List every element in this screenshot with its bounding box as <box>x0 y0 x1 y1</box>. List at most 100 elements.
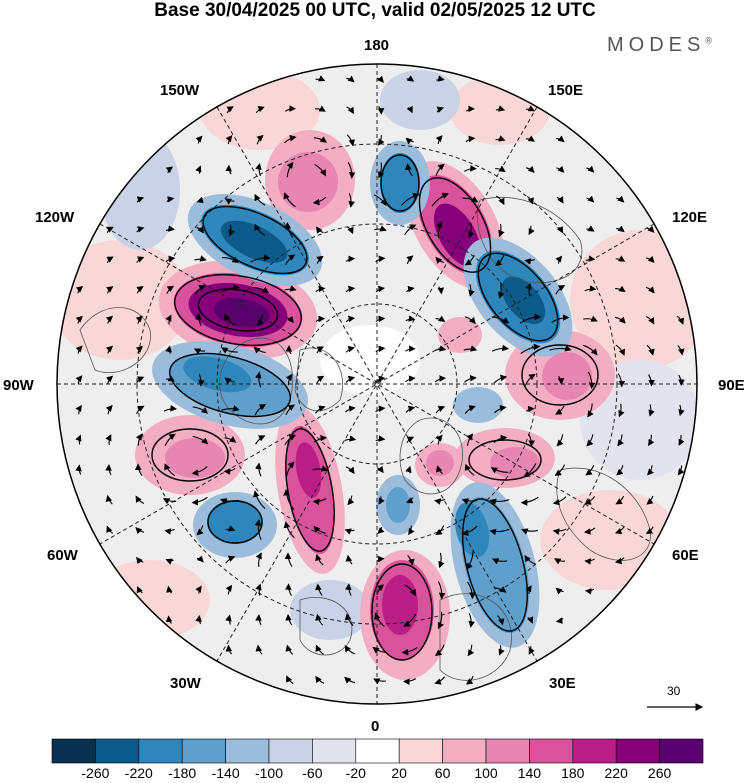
wind-vector <box>313 525 326 534</box>
wind-vector <box>489 528 510 536</box>
wind-vector <box>162 498 177 505</box>
wind-vector <box>256 134 264 145</box>
wind-vector <box>524 258 535 265</box>
wind-vector <box>285 373 293 386</box>
wind-vector <box>348 193 355 208</box>
wind-vector <box>614 316 626 324</box>
wind-vector <box>648 374 655 387</box>
wind-vector <box>489 498 510 505</box>
wind-vector <box>494 404 507 414</box>
wind-vector <box>312 465 329 472</box>
wind-vector <box>105 375 114 384</box>
wind-vector <box>191 496 208 506</box>
wind-vector <box>528 646 535 655</box>
wind-vector <box>405 345 416 352</box>
wind-vector <box>435 135 443 145</box>
wind-vector <box>165 255 176 263</box>
wind-vector <box>345 345 355 353</box>
wind-vector <box>495 135 506 142</box>
wind-vector <box>344 528 355 535</box>
wind-vector <box>647 465 654 476</box>
meridian-label-30e: 30E <box>549 675 576 692</box>
wind-vector <box>75 375 83 384</box>
wind-vector <box>648 404 655 417</box>
wind-vector <box>195 135 203 144</box>
wind-vector <box>678 435 685 446</box>
wind-vector <box>678 404 685 417</box>
wind-vector <box>284 221 294 238</box>
wind-vector <box>495 195 505 206</box>
wind-vector <box>497 615 505 626</box>
colorbar-cell <box>138 738 183 764</box>
wind-vector <box>224 313 236 326</box>
wind-vector <box>467 644 475 657</box>
wind-vector <box>555 587 564 595</box>
wind-vector <box>615 495 625 505</box>
wind-vector <box>135 315 143 324</box>
wind-vector <box>224 198 235 205</box>
wind-vector <box>436 106 444 113</box>
wind-vector <box>372 646 387 654</box>
wind-vector <box>405 465 412 474</box>
wind-vector <box>491 344 509 352</box>
wind-vector <box>313 136 327 143</box>
wind-vector <box>498 282 505 299</box>
wind-vector <box>437 286 445 295</box>
wind-vector <box>434 498 446 505</box>
wind-vector <box>584 558 595 565</box>
wind-vector <box>435 405 446 414</box>
wind-vector <box>400 192 420 206</box>
wind-vector <box>315 75 326 82</box>
wind-vector <box>106 525 114 534</box>
wind-vector <box>345 583 352 596</box>
wind-vector <box>528 225 535 236</box>
wind-vector <box>584 496 596 505</box>
wind-vector <box>434 345 447 352</box>
wind-vector <box>373 678 386 685</box>
wind-vector <box>586 195 595 203</box>
colorbar-tick-label: 260 <box>647 765 672 781</box>
wind-vector <box>255 644 263 655</box>
wind-vector <box>498 223 505 238</box>
meridian-label-120e: 120E <box>672 209 708 226</box>
wind-vector <box>345 255 356 263</box>
wind-vector <box>136 556 144 565</box>
wind-vector <box>464 463 475 476</box>
wind-vector <box>435 525 445 536</box>
wind-vector <box>464 254 475 266</box>
wind-vector <box>105 434 112 445</box>
wind-vector <box>75 404 82 415</box>
wind-vector <box>75 464 82 475</box>
wind-vector <box>585 255 596 262</box>
wind-vector <box>377 105 385 115</box>
wind-vector <box>285 345 293 355</box>
wind-vector <box>225 584 233 595</box>
wind-vector <box>165 314 172 325</box>
wind-vector <box>495 105 506 112</box>
wind-vector <box>583 315 598 322</box>
colorbar-tick-label: 180 <box>561 765 585 781</box>
wind-vector <box>376 555 385 563</box>
wind-vector <box>462 196 479 203</box>
wind-vector <box>646 255 655 263</box>
wind-vector <box>225 164 232 175</box>
wind-vector <box>376 584 385 596</box>
wind-vector <box>378 135 385 146</box>
wind-vector <box>106 256 114 264</box>
wind-vector <box>223 468 236 475</box>
wind-vector <box>375 315 386 323</box>
wind-vector <box>552 528 567 535</box>
wind-vector <box>584 285 597 292</box>
wind-vector <box>255 435 266 445</box>
wind-vector <box>645 315 655 325</box>
wind-vector <box>404 224 417 236</box>
wind-vector <box>312 498 327 506</box>
wind-vector <box>220 284 241 293</box>
colorbar-tick-label: 20 <box>391 765 407 781</box>
wind-vector <box>347 226 354 235</box>
wind-vector <box>527 195 534 205</box>
wind-vector <box>316 346 325 354</box>
wind-vector <box>225 525 236 532</box>
colorbar-cell <box>529 738 574 764</box>
wind-vector <box>435 315 446 323</box>
